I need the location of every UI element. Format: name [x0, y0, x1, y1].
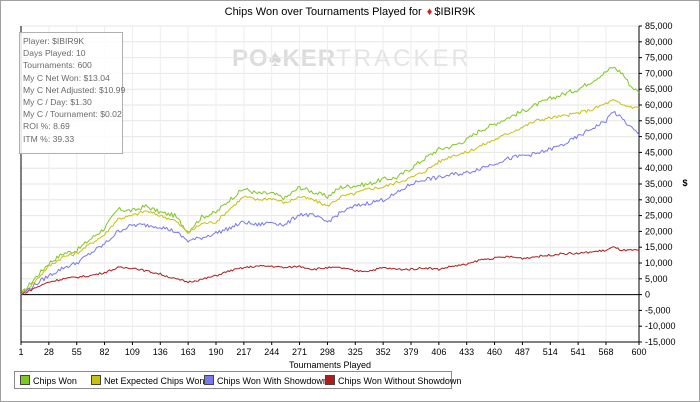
legend-swatch: [325, 375, 335, 385]
y-tick-label: -5,000: [645, 305, 671, 315]
x-tick-label: 136: [153, 347, 168, 357]
x-tick-label: 514: [543, 347, 558, 357]
x-tick-label: 600: [631, 347, 646, 357]
x-tick-label: 298: [320, 347, 335, 357]
player-stats-box: Player: $IBIR9K Days Played: 10 Tourname…: [19, 32, 126, 154]
x-tick-label: 487: [515, 347, 530, 357]
x-tick-label: 568: [598, 347, 613, 357]
y-tick-label: -10,000: [645, 321, 676, 331]
chart-title-player: $IBIR9K: [434, 6, 476, 18]
x-tick-label: 28: [44, 347, 54, 357]
stat-net-adjusted: My C Net Adjusted: $10.99: [23, 84, 126, 95]
legend-label: Chips Won Without Showdown: [338, 376, 462, 386]
y-tick-label: 65,000: [645, 84, 673, 94]
y-tick-label: 20,000: [645, 226, 673, 236]
stat-net-won: My C Net Won: $13.04: [23, 72, 110, 83]
legend-swatch: [91, 375, 101, 385]
x-tick-label: 82: [100, 347, 110, 357]
stat-per-day: My C / Day: $1.30: [23, 97, 92, 108]
stat-days-played: Days Played: 10: [23, 48, 86, 59]
chart-series: [20, 66, 640, 296]
legend-item-net-expected[interactable]: Net Expected Chips Won: [91, 375, 204, 386]
series-line-1: [20, 98, 640, 296]
y-tick-label: -15,000: [645, 337, 676, 347]
chart-title: Chips Won over Tournaments Played for ♦ $…: [0, 6, 700, 18]
x-axis-label: Tournaments Played: [289, 360, 371, 370]
x-tick-label: 541: [571, 347, 586, 357]
x-tick-label: 1: [18, 347, 23, 357]
series-line-2: [20, 111, 640, 296]
x-tick-label: 109: [125, 347, 140, 357]
y-tick-label: 5,000: [645, 274, 668, 284]
y-tick-label: 30,000: [645, 195, 673, 205]
stat-player: Player: $IBIR9K: [23, 36, 85, 46]
y-tick-label: 35,000: [645, 179, 673, 189]
legend-item-with-showdown[interactable]: Chips Won With Showdown: [204, 375, 328, 386]
stat-tournaments: Tournaments: 600: [23, 60, 92, 71]
y-tick-label: 85,000: [645, 21, 673, 31]
legend-label: Chips Won: [33, 376, 77, 386]
y-tick-label: 15,000: [645, 242, 673, 252]
y-tick-label: 60,000: [645, 100, 673, 110]
legend-item-without-showdown[interactable]: Chips Won Without Showdown: [325, 375, 461, 386]
y-tick-label: 50,000: [645, 132, 673, 142]
legend-item-chips-won[interactable]: Chips Won: [20, 375, 77, 386]
x-tick-label: 433: [459, 347, 474, 357]
y-tick-label: 80,000: [645, 37, 673, 47]
y-tick-label: 10,000: [645, 258, 673, 268]
x-tick-label: 352: [376, 347, 391, 357]
stat-per-tournament: My C / Tournament: $0.02: [23, 109, 122, 120]
legend-swatch: [20, 375, 30, 385]
x-tick-label: 217: [236, 347, 251, 357]
stat-itm: ITM %: 39.33: [23, 133, 75, 144]
series-line-3: [20, 246, 640, 296]
y-tick-label: 40,000: [645, 163, 673, 173]
chart-ticks: 85,000 80,000 75,000 70,000 65,000 60,000 55,0…: [18, 21, 675, 357]
x-tick-label: 271: [292, 347, 307, 357]
series-line-0: [20, 66, 640, 295]
x-tick-label: 460: [487, 347, 502, 357]
x-tick-label: 379: [403, 347, 418, 357]
legend-label: Net Expected Chips Won: [104, 376, 205, 386]
y-tick-label: 55,000: [645, 116, 673, 126]
x-tick-label: 406: [431, 347, 446, 357]
y-axis-label: $: [682, 178, 687, 188]
x-tick-label: 244: [264, 347, 279, 357]
y-tick-label: 70,000: [645, 68, 673, 78]
diamond-suit-icon: ♦: [426, 6, 433, 18]
chart-title-text: Chips Won over Tournaments Played for: [224, 6, 422, 18]
legend-label: Chips Won With Showdown: [217, 376, 328, 386]
y-tick-label: 75,000: [645, 53, 673, 63]
y-tick-label: 45,000: [645, 147, 673, 157]
y-tick-label: 25,000: [645, 211, 673, 221]
x-tick-label: 325: [348, 347, 363, 357]
watermark-logo: PO♠KERTRACKER: [232, 45, 472, 72]
chart-legend: Chips Won Net Expected Chips Won Chips W…: [14, 371, 461, 389]
legend-swatch: [204, 375, 214, 385]
x-tick-label: 190: [208, 347, 223, 357]
y-tick-label: 0: [645, 290, 650, 300]
x-tick-label: 163: [181, 347, 196, 357]
stat-roi: ROI %: 8.69: [23, 121, 70, 132]
x-tick-label: 55: [72, 347, 82, 357]
